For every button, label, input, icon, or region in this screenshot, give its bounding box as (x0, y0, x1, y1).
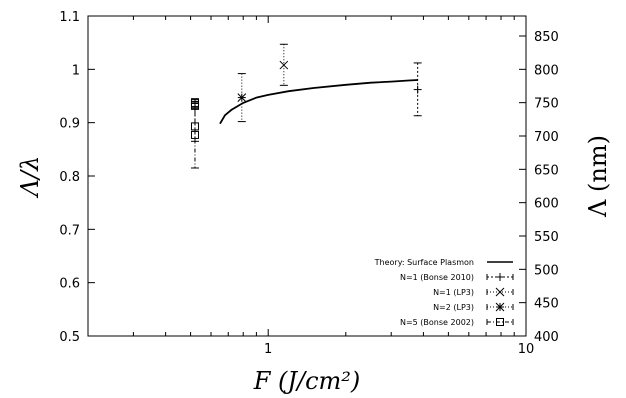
y2-tick-label: 650 (534, 163, 559, 178)
legend-label: N=1 (LP3) (433, 288, 474, 297)
legend-marker-plus (496, 273, 504, 281)
y-tick-label: 0.7 (59, 223, 80, 238)
theory-surface-plasmon-curve (219, 79, 418, 125)
y2-tick-label: 500 (534, 263, 559, 278)
y-tick-label: 0.6 (59, 277, 80, 292)
y-tick-label: 1.1 (59, 10, 80, 25)
legend-label: N=1 (Bonse 2010) (400, 273, 474, 282)
x-tick-label: 1 (264, 342, 272, 357)
data-point-star (237, 93, 247, 102)
data-point-cross (279, 60, 289, 70)
y-tick-label: 0.8 (59, 170, 80, 185)
legend-label: Theory: Surface Plasmon (374, 258, 474, 267)
y2-tick-label: 700 (534, 130, 559, 145)
data-point-plus (413, 85, 422, 94)
legend-label: N=2 (LP3) (433, 303, 474, 312)
y-tick-label: 1 (72, 63, 80, 78)
x-tick-label: 10 (518, 342, 535, 357)
data-point-box (190, 130, 199, 139)
legend-marker-box (496, 318, 504, 326)
y2-tick-label: 450 (534, 297, 559, 312)
legend-marker-cross (495, 287, 505, 297)
y2-tick-label: 850 (534, 30, 559, 45)
legend-marker-star (495, 302, 505, 312)
y-tick-label: 0.9 (59, 117, 80, 132)
y2-tick-label: 600 (534, 197, 559, 212)
y2-tick-label: 750 (534, 97, 559, 112)
y-tick-label: 0.5 (59, 330, 80, 345)
x-axis-title: F (J/cm²) (253, 367, 361, 395)
legend-label: N=5 (Bonse 2002) (400, 318, 474, 327)
y2-axis-title: Λ (nm) (584, 135, 612, 218)
y-axis-title: Λ/λ (16, 156, 44, 199)
y2-tick-label: 800 (534, 63, 559, 78)
y2-tick-label: 400 (534, 330, 559, 345)
y2-tick-label: 550 (534, 230, 559, 245)
